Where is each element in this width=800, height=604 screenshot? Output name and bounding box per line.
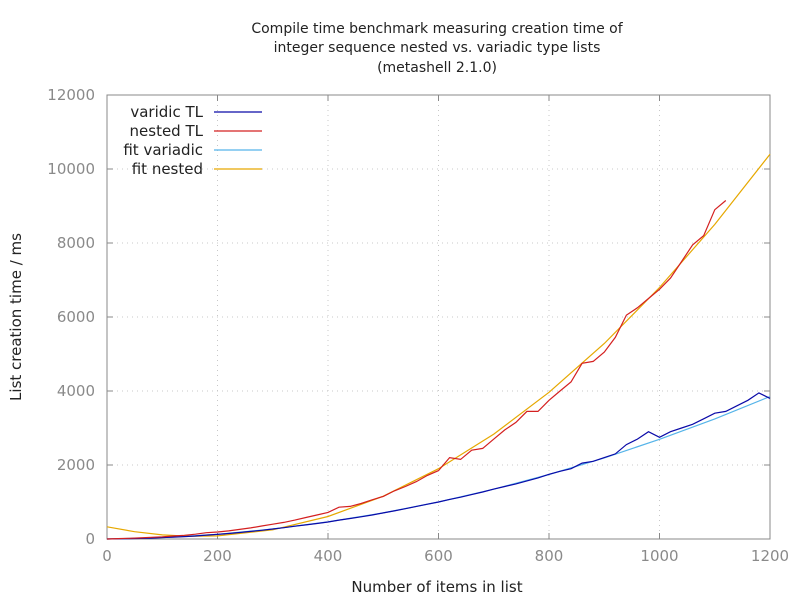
title-line-1: Compile time benchmark measuring creatio…	[251, 21, 623, 37]
x-tick-label: 1200	[751, 547, 789, 565]
y-tick-label: 8000	[57, 234, 95, 252]
y-tick-label: 4000	[57, 382, 95, 400]
legend-label: fit variadic	[123, 141, 203, 159]
x-tick-label: 800	[535, 547, 564, 565]
x-tick-label: 1000	[640, 547, 678, 565]
series-group	[106, 153, 771, 540]
x-tick-label: 0	[102, 547, 112, 565]
axis-ticks: 0 200 400 600 800 1000 12000200040006000800010…	[47, 86, 789, 565]
y-tick-label: 2000	[57, 456, 95, 474]
y-tick-label: 12000	[47, 86, 95, 104]
y-tick-label: 6000	[57, 308, 95, 326]
y-tick-label: 10000	[47, 160, 95, 178]
y-axis-label: List creation time / ms	[7, 233, 25, 401]
x-tick-label: 600	[424, 547, 453, 565]
series-line-varidic-tl	[106, 392, 771, 540]
legend-label: varidic TL	[130, 103, 203, 121]
x-tick-label: 200	[203, 547, 232, 565]
chart-title: Compile time benchmark measuring creatio…	[251, 21, 623, 76]
series-line-nested-tl	[106, 200, 727, 540]
legend-label: fit nested	[132, 160, 203, 178]
x-tick-label: 400	[314, 547, 343, 565]
y-tick-label: 0	[85, 530, 95, 548]
series-line-fit-variadic	[106, 395, 771, 540]
grid	[107, 95, 770, 539]
x-axis-label: Number of items in list	[351, 578, 522, 596]
title-line-2: integer sequence nested vs. variadic typ…	[274, 40, 601, 56]
legend-label: nested TL	[130, 122, 204, 140]
plot-border	[106, 94, 771, 540]
title-line-3: (metashell 2.1.0)	[377, 60, 497, 76]
